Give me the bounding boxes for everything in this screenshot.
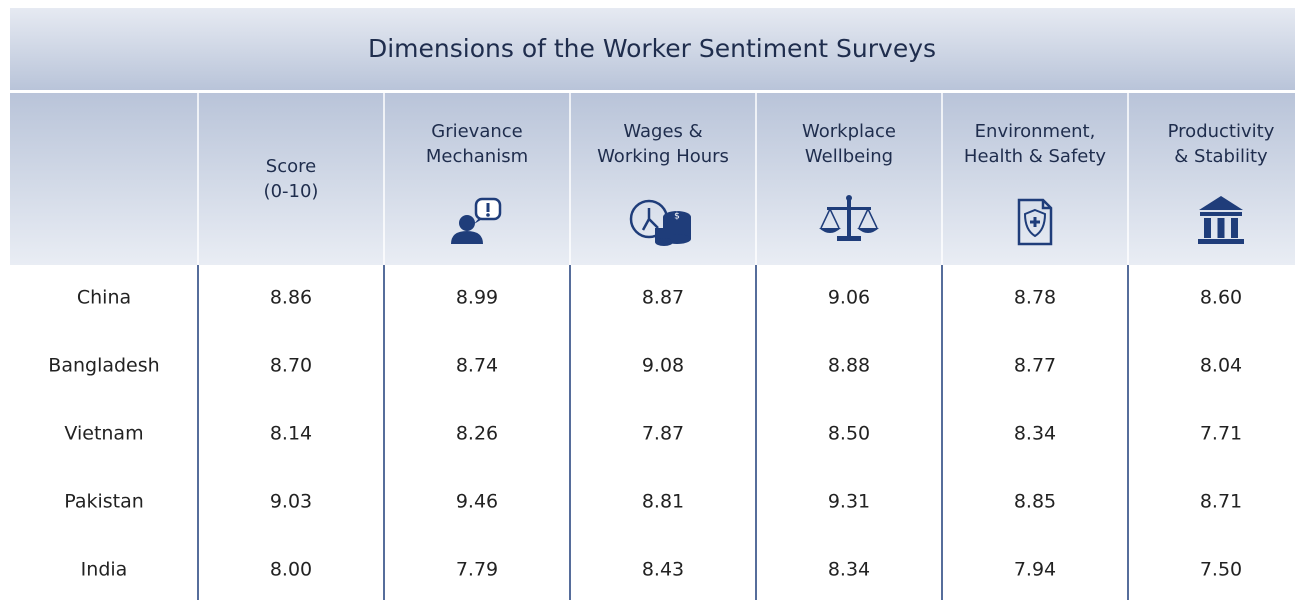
table-title: Dimensions of the Worker Sentiment Surve…: [368, 34, 936, 63]
cell: 8.43: [642, 559, 684, 581]
column-header: Score: [266, 156, 316, 177]
column-header: Wellbeing: [805, 146, 893, 167]
cell: 8.85: [1014, 491, 1056, 513]
cell: 8.00: [270, 559, 312, 581]
cell: 8.71: [1200, 491, 1242, 513]
wellbeing-icon: [819, 195, 879, 241]
cell: 9.31: [828, 491, 870, 513]
cell: 7.71: [1200, 423, 1242, 445]
cell: 8.88: [828, 355, 870, 377]
row-label: Bangladesh: [48, 355, 159, 377]
cell: 9.03: [270, 491, 312, 513]
cell: 8.86: [270, 287, 312, 309]
cell: 8.14: [270, 423, 312, 445]
column-header: & Stability: [1174, 146, 1268, 167]
cell: 8.78: [1014, 287, 1056, 309]
cell: 8.50: [828, 423, 870, 445]
cell: 8.34: [828, 559, 870, 581]
productivity-icon: [1198, 196, 1244, 244]
column-header: Grievance: [431, 121, 523, 142]
cell: 8.26: [456, 423, 498, 445]
header-band: [10, 93, 1295, 265]
cell: 9.46: [456, 491, 498, 513]
column-header: Working Hours: [597, 146, 729, 167]
cell: 8.87: [642, 287, 684, 309]
cell: 8.60: [1200, 287, 1242, 309]
cell: 8.99: [456, 287, 498, 309]
cell: 9.06: [828, 287, 870, 309]
column-header: Health & Safety: [964, 146, 1107, 167]
row-label: Vietnam: [64, 423, 143, 445]
dividers: [197, 93, 1129, 600]
cell: 7.94: [1014, 559, 1056, 581]
grievance-icon: [451, 197, 502, 244]
cell: 7.79: [456, 559, 498, 581]
column-header: Mechanism: [426, 146, 528, 167]
cell: 8.74: [456, 355, 498, 377]
svg-text:$: $: [674, 212, 680, 222]
title-band: [10, 8, 1295, 90]
cell: 8.70: [270, 355, 312, 377]
wages-icon: $: [629, 199, 691, 246]
cell: 7.87: [642, 423, 684, 445]
column-header: Productivity: [1168, 121, 1275, 142]
row-label: India: [81, 559, 128, 581]
column-header: (0-10): [264, 181, 319, 202]
column-header: Workplace: [802, 121, 896, 142]
cell: 8.04: [1200, 355, 1242, 377]
cell: 8.81: [642, 491, 684, 513]
cell: 8.34: [1014, 423, 1056, 445]
cell: 8.77: [1014, 355, 1056, 377]
cell: 9.08: [642, 355, 684, 377]
column-header: Environment,: [975, 121, 1096, 142]
row-label: Pakistan: [64, 491, 144, 513]
row-label: China: [77, 287, 131, 309]
column-header: Wages &: [623, 121, 702, 142]
environment-icon: [1017, 198, 1053, 246]
cell: 7.50: [1200, 559, 1242, 581]
